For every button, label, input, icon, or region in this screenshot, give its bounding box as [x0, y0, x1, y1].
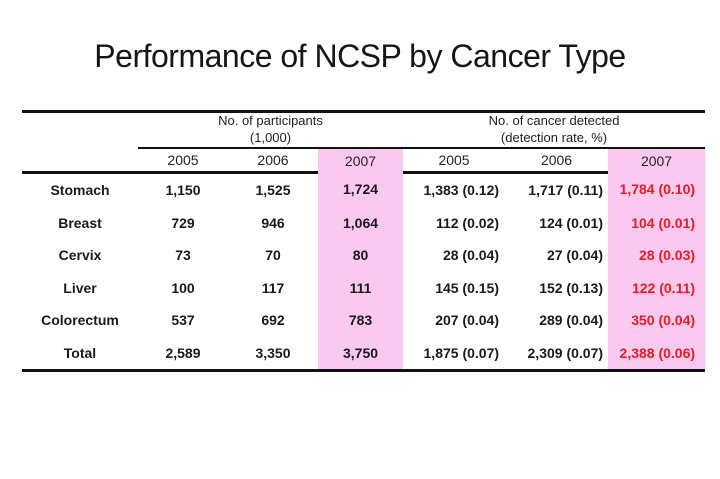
row-label: Colorectum: [41, 312, 119, 329]
group-title: No. of cancer detected: [488, 113, 620, 128]
data-cell-highlighted: 122 (0.11): [608, 271, 706, 304]
data-cell: 1,717 (0.11): [528, 182, 604, 199]
row-label: Total: [22, 336, 138, 372]
data-cell-highlighted: 2,388 (0.06): [608, 336, 706, 372]
participants-group-header: No. of participants (1,000): [138, 111, 404, 149]
table-row: Cervix 73 70 80 28 (0.04) 27 (0.04) 28 (…: [22, 238, 706, 272]
data-cell: 28 (0.04): [442, 247, 500, 264]
detected-group-header: No. of cancer detected (detection rate, …: [403, 111, 706, 149]
data-cell: 1,150: [165, 182, 201, 199]
data-cell: 124 (0.01): [539, 214, 604, 231]
corner-cell: [22, 112, 138, 148]
data-cell: 152 (0.13): [539, 279, 604, 296]
data-cell: 2,309 (0.07): [505, 336, 609, 372]
data-cell-highlighted: 350 (0.04): [608, 303, 706, 337]
data-cell: 207 (0.04): [435, 312, 500, 329]
data-cell-highlighted: 1,064: [318, 206, 404, 239]
corner-cell: [22, 147, 138, 174]
data-cell: 145 (0.15): [435, 279, 500, 296]
year-header-highlighted: 2007: [608, 147, 706, 173]
row-label: Cervix: [58, 247, 102, 264]
group-title: No. of participants: [218, 113, 323, 128]
data-cell: 70: [265, 247, 281, 264]
data-cell: 73: [175, 247, 191, 264]
data-cell: 289 (0.04): [539, 312, 604, 329]
data-cell: 100: [171, 279, 195, 296]
data-cell: 112 (0.02): [435, 214, 500, 231]
data-cell: 692: [261, 312, 285, 329]
data-cell: 946: [261, 214, 285, 231]
data-cell: 1,875 (0.07): [403, 336, 506, 372]
slide-title: Performance of NCSP by Cancer Type: [94, 38, 626, 74]
data-cell: 729: [171, 214, 195, 231]
year-header: 2006: [228, 147, 318, 174]
table-row: Stomach 1,150 1,525 1,724 1,383 (0.12) 1…: [22, 172, 706, 207]
data-cell-highlighted: 104 (0.01): [608, 206, 706, 239]
group-unit: (detection rate, %): [500, 129, 608, 145]
year-header: 2005: [138, 147, 228, 174]
data-cell: 117: [261, 279, 285, 296]
table-row: Total 2,589 3,350 3,750 1,875 (0.07) 2,3…: [22, 336, 706, 372]
year-header: 2005: [403, 147, 506, 174]
data-cell: 1,525: [255, 182, 291, 199]
year-header-row: 2005 2006 2007 2005 2006 2007: [22, 147, 706, 174]
group-header-row: No. of participants (1,000) No. of cance…: [22, 111, 706, 149]
data-cell: 3,350: [228, 336, 318, 372]
data-cell: 27 (0.04): [546, 247, 604, 264]
data-cell-highlighted: 3,750: [318, 336, 404, 372]
data-cell: 1,383 (0.12): [423, 182, 500, 199]
table-row: Breast 729 946 1,064 112 (0.02) 124 (0.0…: [22, 206, 706, 239]
data-cell-highlighted: 783: [318, 303, 404, 337]
data-cell-highlighted: 28 (0.03): [608, 238, 706, 272]
year-header: 2006: [505, 147, 609, 174]
data-cell-highlighted: 80: [318, 238, 404, 272]
year-header-highlighted: 2007: [318, 147, 404, 173]
data-cell-highlighted: 1,784 (0.10): [608, 172, 706, 207]
performance-table: No. of participants (1,000) No. of cance…: [22, 110, 706, 372]
row-label: Liver: [63, 279, 97, 296]
table-row: Colorectum 537 692 783 207 (0.04) 289 (0…: [22, 303, 706, 337]
row-label: Breast: [58, 214, 102, 231]
data-cell-highlighted: 1,724: [318, 172, 404, 207]
data-cell-highlighted: 111: [318, 271, 404, 304]
data-cell: 2,589: [138, 336, 228, 372]
group-unit: (1,000): [249, 129, 292, 145]
data-cell: 537: [171, 312, 195, 329]
row-label: Stomach: [50, 182, 110, 199]
table-row: Liver 100 117 111 145 (0.15) 152 (0.13) …: [22, 271, 706, 304]
